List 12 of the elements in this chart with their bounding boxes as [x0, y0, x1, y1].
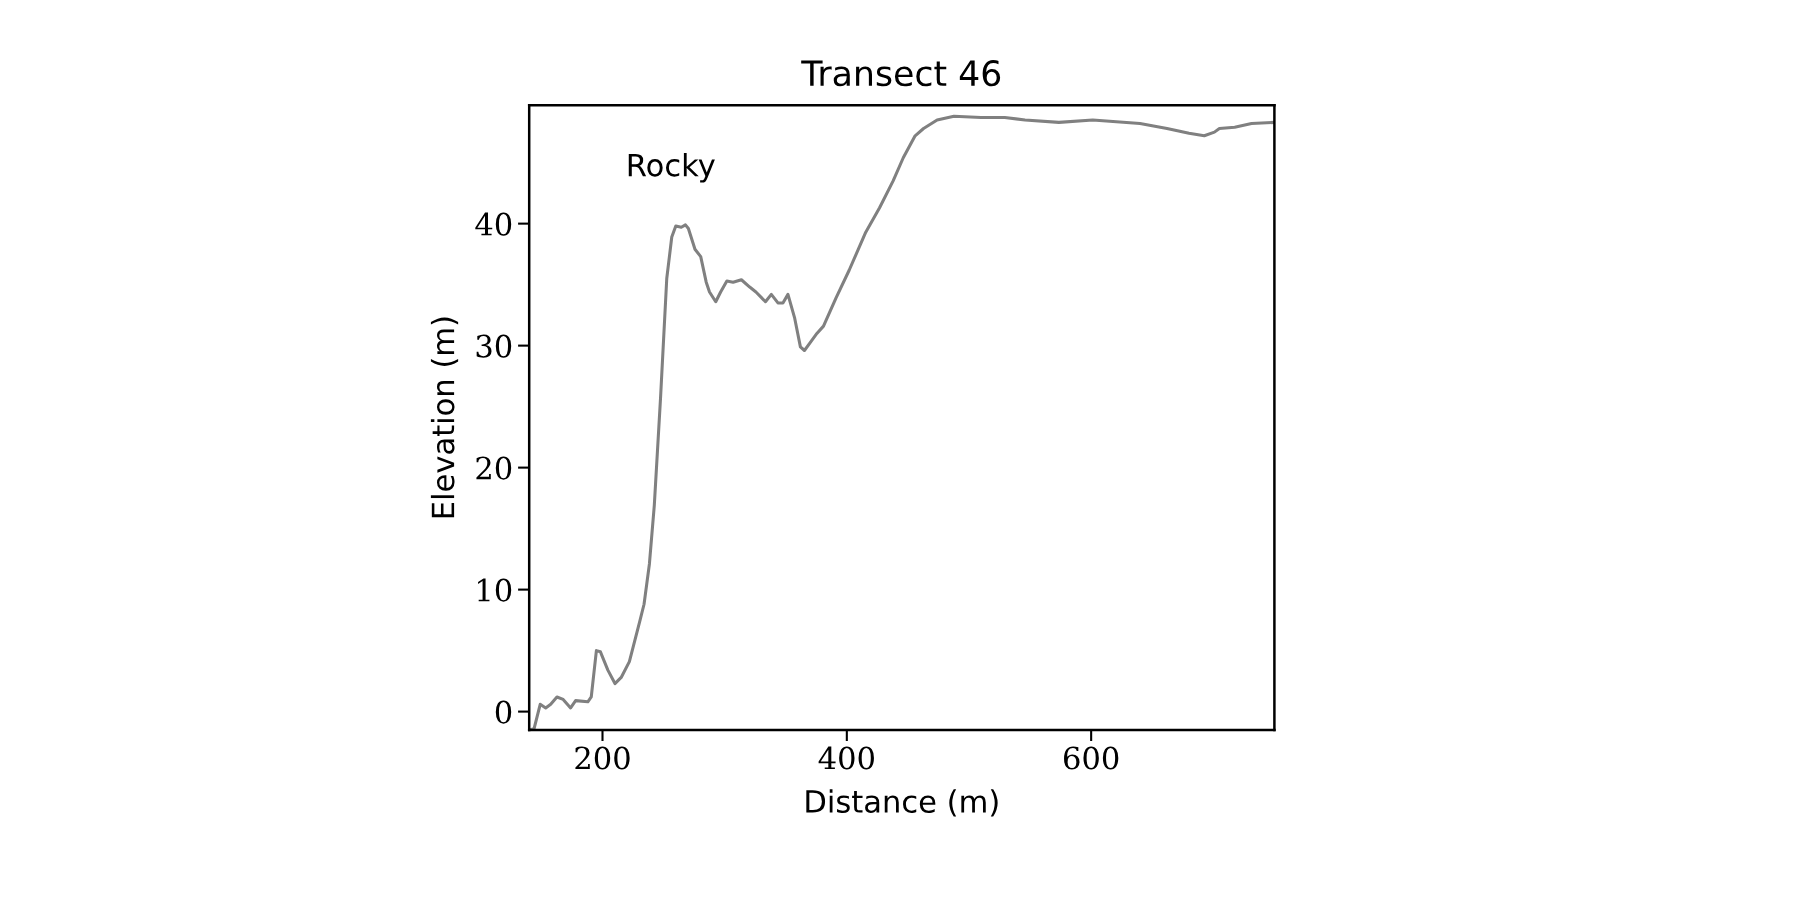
- annotation: Rocky: [628, 152, 715, 183]
- y-tick-label: 0: [495, 700, 512, 724]
- x-tick-label: 400: [818, 746, 874, 770]
- y-axis-title: Elevation (m): [430, 317, 459, 518]
- y-tick-label: 10: [478, 578, 512, 602]
- y-tick-label: 20: [476, 456, 512, 480]
- y-tick-label: 30: [476, 334, 512, 358]
- y-tick-label: 40: [475, 212, 512, 236]
- x-tick-label: 200: [575, 746, 630, 770]
- x-axis-title: Distance (m): [806, 789, 998, 817]
- x-tick-label: 600: [1064, 746, 1119, 770]
- chart-title: Transect 46: [801, 60, 1001, 87]
